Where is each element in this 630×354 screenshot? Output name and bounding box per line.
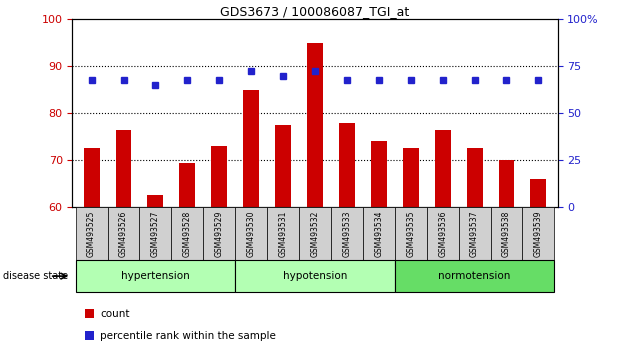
Bar [115,130,132,207]
Bar [76,207,108,260]
Text: percentile rank within the sample: percentile rank within the sample [100,331,276,341]
Bar [267,207,299,260]
Bar [522,207,554,260]
Bar [427,207,459,260]
Bar [76,260,235,292]
Bar [403,148,419,207]
Bar [467,148,483,207]
Bar [211,146,227,207]
Text: GSM493529: GSM493529 [215,210,224,257]
Title: GDS3673 / 100086087_TGI_at: GDS3673 / 100086087_TGI_at [220,5,410,18]
Bar [299,207,331,260]
Bar [459,207,491,260]
Bar [530,179,546,207]
Bar [235,260,395,292]
Bar [84,148,100,207]
Bar [243,90,259,207]
Text: GSM493525: GSM493525 [87,210,96,257]
Text: disease state: disease state [3,271,68,281]
Bar [371,141,387,207]
Bar [203,207,235,260]
Bar [339,123,355,207]
Bar [235,207,267,260]
Bar [171,207,203,260]
Bar [307,43,323,207]
Text: GSM493526: GSM493526 [119,210,128,257]
Bar [331,207,363,260]
Bar [147,195,163,207]
Text: GSM493533: GSM493533 [343,210,352,257]
Text: count: count [100,309,130,319]
Bar [363,207,395,260]
Text: GSM493537: GSM493537 [470,210,479,257]
Text: GSM493539: GSM493539 [534,210,543,257]
Bar [108,207,139,260]
Bar [180,162,195,207]
Text: hypotension: hypotension [283,271,347,281]
Text: normotension: normotension [438,271,511,281]
Bar [491,207,522,260]
Text: GSM493528: GSM493528 [183,211,192,257]
Text: hypertension: hypertension [121,271,190,281]
Text: GSM493534: GSM493534 [374,210,383,257]
Text: GSM493532: GSM493532 [311,210,319,257]
Text: GSM493538: GSM493538 [502,210,511,257]
Text: GSM493531: GSM493531 [278,210,287,257]
Bar [395,260,554,292]
Text: GSM493530: GSM493530 [247,210,256,257]
Bar [498,160,515,207]
Bar [275,125,291,207]
Bar [395,207,427,260]
Bar [139,207,171,260]
Text: GSM493535: GSM493535 [406,210,415,257]
Text: GSM493527: GSM493527 [151,210,160,257]
Bar [435,130,450,207]
Text: GSM493536: GSM493536 [438,210,447,257]
